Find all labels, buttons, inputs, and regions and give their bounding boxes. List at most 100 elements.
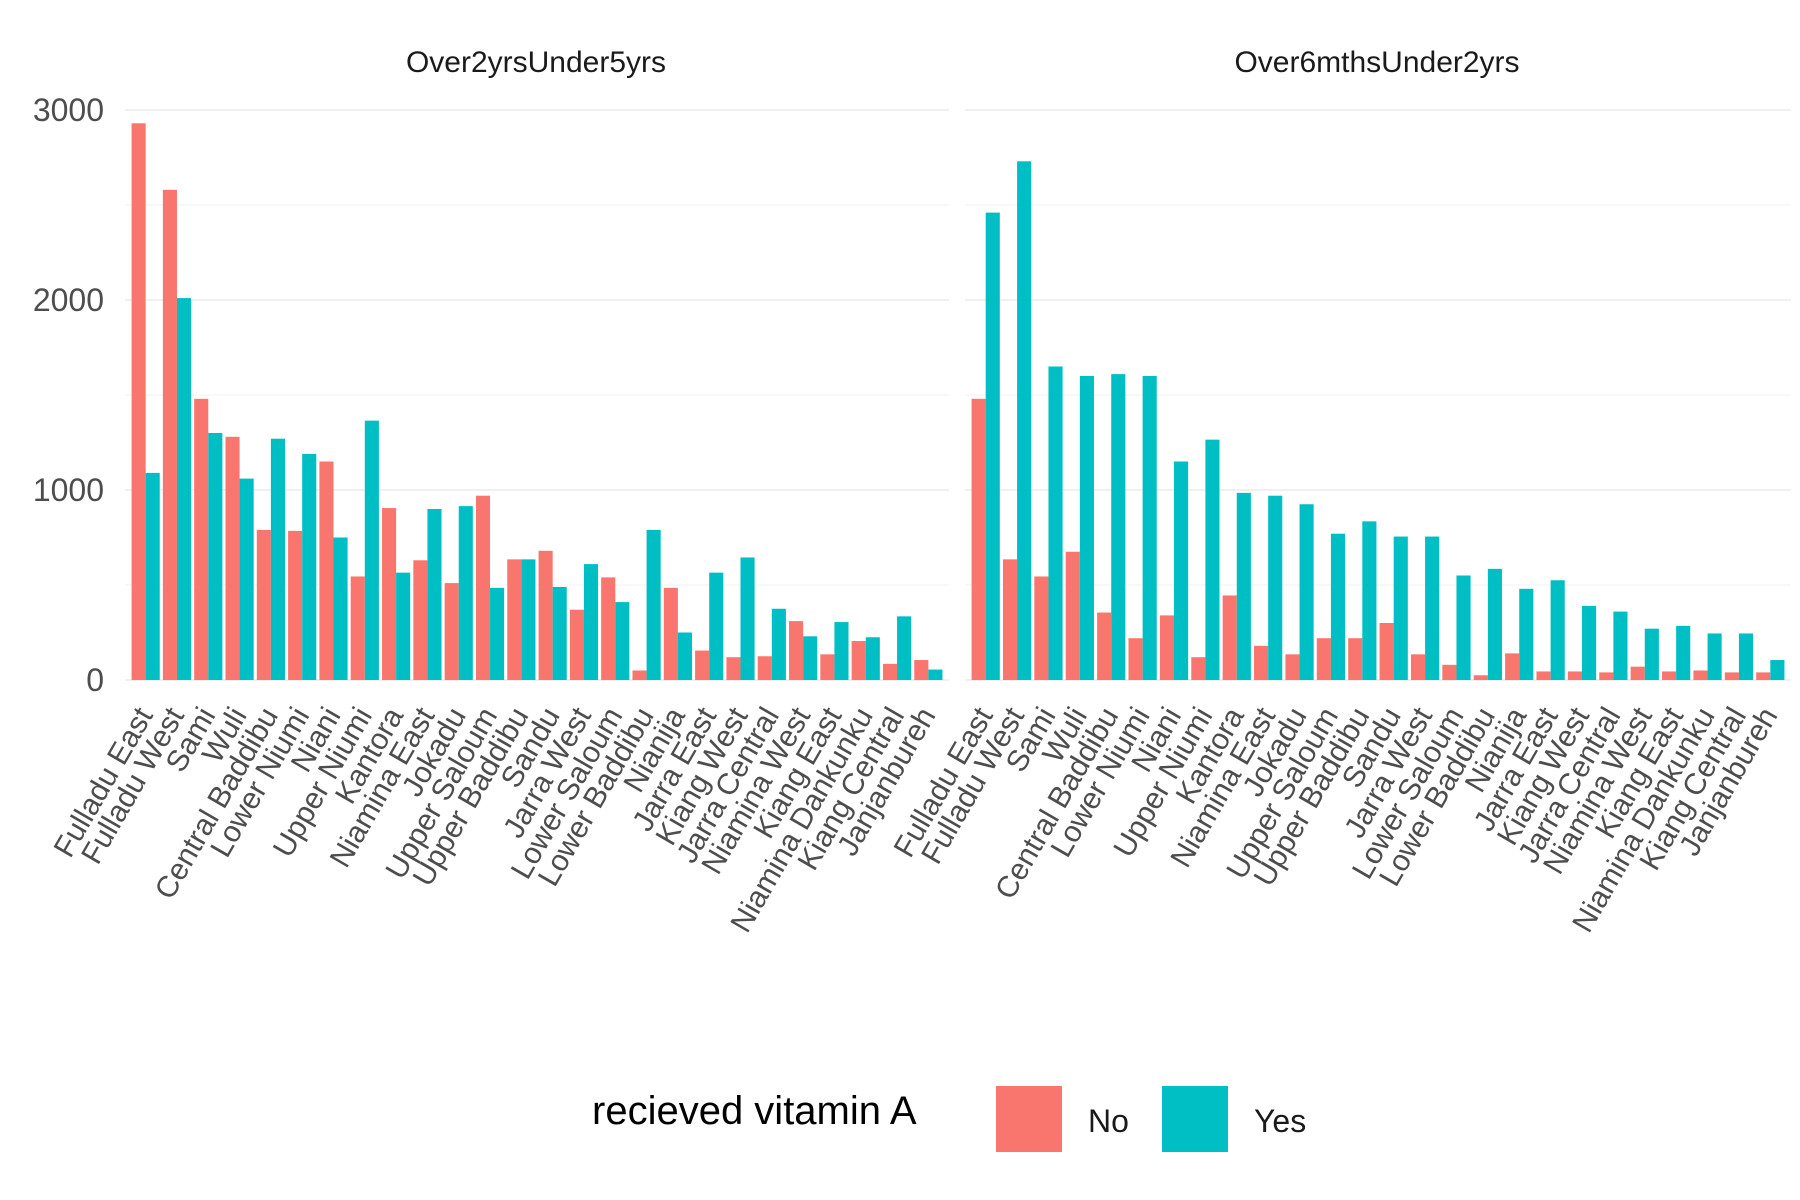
- bar-yes-jarra-central: [771, 608, 786, 680]
- bar-yes-niani: [1174, 461, 1189, 680]
- bar-yes-sandu: [552, 586, 567, 680]
- bar-yes-central-baddibu: [270, 438, 285, 680]
- bar-yes-jokadu: [1299, 504, 1314, 680]
- y-tick-label: 2000: [33, 282, 104, 318]
- legend-label-no: No: [1088, 1103, 1129, 1139]
- bar-yes-niamina-dankunku: [1707, 633, 1722, 680]
- bar-no-upper-baddibu: [507, 559, 522, 680]
- bar-yes-nianija: [1519, 588, 1534, 680]
- panel-title: Over6mthsUnder2yrs: [1234, 46, 1519, 79]
- bar-no-niani: [1159, 615, 1174, 680]
- bar-no-fulladu-west: [1002, 559, 1018, 680]
- bar-yes-kantora: [1236, 492, 1251, 680]
- bar-yes-niamina-west: [803, 636, 818, 680]
- bar-no-upper-niumi: [1191, 657, 1206, 680]
- bar-yes-jarra-west: [583, 564, 599, 680]
- bar-yes-jokadu: [458, 506, 473, 680]
- bar-yes-upper-saloum: [490, 587, 505, 680]
- bar-no-niamina-dankunku: [851, 641, 866, 680]
- bar-yes-kiang-west: [740, 557, 755, 680]
- bar-no-fulladu-west: [162, 189, 177, 681]
- bar-yes-sami: [208, 433, 223, 680]
- bar-no-nianija: [1505, 653, 1520, 680]
- bar-no-jarra-east: [695, 650, 710, 680]
- bar-yes-niani: [333, 537, 348, 680]
- bar-no-jarra-central: [1599, 672, 1614, 680]
- bar-no-janjanbureh: [1756, 672, 1771, 680]
- bar-no-sandu: [538, 550, 553, 680]
- panel-title: Over2yrsUnder5yrs: [406, 46, 666, 79]
- bar-yes-kiang-central: [1738, 633, 1754, 680]
- bar-yes-jarra-east: [1550, 580, 1565, 680]
- bar-yes-janjanbureh: [928, 669, 943, 680]
- bar-yes-upper-baddibu: [1362, 521, 1377, 680]
- bar-yes-upper-niumi: [1205, 439, 1220, 680]
- bar-yes-fulladu-west: [176, 298, 192, 680]
- bar-no-sami: [194, 398, 209, 680]
- bar-no-kantora: [382, 508, 397, 680]
- bar-yes-nianija: [677, 632, 692, 680]
- bar-no-janjanbureh: [914, 660, 929, 680]
- bar-yes-niamina-dankunku: [865, 637, 880, 680]
- bar-no-kiang-west: [1567, 671, 1582, 680]
- bar-no-jarra-west: [1410, 654, 1426, 680]
- bar-no-upper-saloum: [475, 495, 491, 680]
- bar-no-kiang-east: [1662, 671, 1677, 680]
- legend-title: recieved vitamin A: [592, 1089, 917, 1133]
- legend: recieved vitamin A No Yes: [592, 1086, 1306, 1152]
- bar-yes-lower-baddibu: [646, 529, 661, 680]
- bar-yes-sandu: [1393, 536, 1408, 680]
- bar-yes-fulladu-east: [985, 212, 1000, 680]
- bar-yes-lower-baddibu: [1487, 568, 1502, 680]
- bar-no-jarra-east: [1536, 671, 1551, 680]
- bar-yes-sami: [1048, 366, 1063, 680]
- bar-no-central-baddibu: [1097, 612, 1112, 680]
- bar-no-niamina-west: [789, 621, 804, 680]
- bar-no-central-baddibu: [256, 529, 271, 680]
- bar-no-wuli: [1065, 551, 1080, 680]
- bar-yes-niamina-east: [1268, 495, 1283, 680]
- bar-yes-niamina-west: [1644, 628, 1659, 680]
- bar-yes-lower-saloum: [615, 602, 630, 680]
- bar-yes-jarra-west: [1425, 536, 1440, 680]
- bar-no-lower-saloum: [1442, 664, 1457, 680]
- bar-no-wuli: [225, 436, 240, 680]
- bar-no-lower-baddibu: [632, 670, 647, 680]
- bar-no-jarra-west: [569, 609, 584, 680]
- bar-no-kiang-central: [882, 663, 898, 680]
- legend-label-yes: Yes: [1254, 1103, 1306, 1139]
- bar-no-upper-niumi: [350, 576, 365, 680]
- bar-no-sandu: [1379, 623, 1394, 680]
- y-tick-label: 1000: [33, 472, 104, 508]
- bar-yes-lower-niumi: [1142, 376, 1157, 680]
- bar-yes-kiang-central: [897, 616, 912, 680]
- bar-no-fulladu-east: [131, 123, 146, 681]
- bar-yes-kantora: [396, 572, 411, 680]
- bar-yes-niamina-east: [427, 509, 442, 680]
- bar-no-lower-niumi: [1128, 638, 1143, 680]
- bar-no-jarra-central: [757, 656, 772, 680]
- bar-no-kiang-east: [820, 654, 835, 680]
- bar-no-kantora: [1222, 595, 1237, 680]
- bar-yes-lower-saloum: [1456, 575, 1471, 680]
- bar-yes-wuli: [1079, 376, 1094, 680]
- bar-yes-jarra-central: [1613, 611, 1628, 680]
- bar-no-niani: [319, 461, 334, 680]
- bar-no-kiang-central: [1724, 672, 1739, 680]
- bar-no-lower-saloum: [601, 577, 616, 680]
- bar-yes-kiang-east: [1676, 625, 1691, 680]
- bar-no-lower-niumi: [288, 530, 303, 680]
- bar-yes-wuli: [239, 478, 254, 680]
- bar-yes-upper-saloum: [1330, 533, 1346, 680]
- bar-yes-kiang-west: [1582, 605, 1597, 680]
- bar-no-nianija: [663, 587, 678, 680]
- bar-yes-lower-niumi: [302, 453, 317, 680]
- y-tick-label: 3000: [33, 92, 104, 128]
- bar-no-jokadu: [444, 583, 459, 680]
- bar-no-sami: [1034, 576, 1049, 680]
- bar-no-niamina-dankunku: [1693, 670, 1708, 680]
- bar-no-niamina-east: [1254, 645, 1269, 680]
